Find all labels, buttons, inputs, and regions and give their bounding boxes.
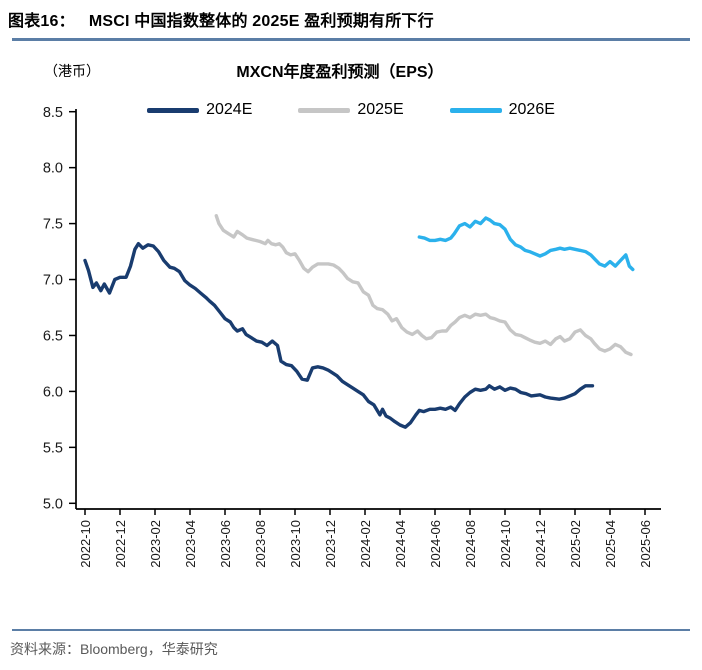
x-tick-label: 2025-06 [638,520,653,568]
x-tick-label: 2022-10 [78,520,93,568]
line-chart: 5.0 5.5 6.0 6.5 7.0 7.5 8.0 8.5 2022-10 2022-12 20… [43,105,661,568]
x-tick-label: 2024-02 [358,520,373,568]
bottom-divider [12,629,690,631]
legend-swatch-2025E [298,107,351,113]
x-tick-label: 2024-12 [533,520,548,568]
top-divider [12,38,690,41]
source-suffix: ，华泰研究 [147,643,218,658]
y-tick-label: 6.0 [43,384,63,400]
legend-label-2025E: 2025E [357,101,404,118]
x-tick-label: 2025-02 [568,520,583,568]
legend-swatch-2026E [449,107,502,113]
series-line-2025E [214,214,633,357]
y-tick-label: 7.0 [43,273,63,289]
legend-item-2026E: 2026E [449,101,555,119]
x-tick-label: 2024-04 [393,520,408,568]
y-axis-unit-label: （港币） [44,63,100,79]
x-tick-label: 2023-08 [253,520,268,568]
figure-header: 图表16： MSCI 中国指数整体的 2025E 盈利预期有所下行 [8,7,434,31]
x-tick-label: 2023-04 [183,520,198,568]
legend-item-2024E: 2024E [147,101,252,119]
x-tick-label: 2023-12 [323,520,338,568]
figure-title: MSCI 中国指数整体的 2025E 盈利预期有所下行 [88,13,434,30]
legend-swatch-2024E [147,107,200,113]
x-tick-label: 2023-10 [288,520,303,568]
x-tick-label: 2023-06 [218,520,233,568]
x-tick-label: 2023-02 [148,520,163,568]
x-tick-label: 2025-04 [603,520,618,568]
source-prefix: 资料来源： [10,643,80,658]
source-note: 资料来源：Bloomberg，华泰研究 [10,639,218,659]
y-tick-label: 5.5 [43,440,63,456]
y-tick-label: 6.5 [43,329,63,345]
series-line-2024E [83,242,595,429]
series-line-2026E [417,216,635,272]
x-tick-label: 2024-10 [498,520,513,568]
x-tick-label: 2024-06 [428,520,443,568]
y-tick-label: 7.5 [43,217,63,233]
y-tick-label: 8.5 [43,105,63,121]
y-tick-label: 5.0 [43,496,63,512]
legend-label-2026E: 2026E [508,101,555,118]
x-tick-label: 2022-12 [113,520,128,568]
y-tick-label: 8.0 [43,161,63,177]
chart-legend: 2024E 2025E 2026E [0,101,702,119]
source-bloomberg: Bloomberg [80,641,148,657]
x-tick-label: 2024-08 [463,520,478,568]
legend-label-2024E: 2024E [206,101,253,118]
legend-item-2025E: 2025E [298,101,404,119]
chart-title: MXCN年度盈利预测（EPS） [236,64,444,81]
figure-number: 图表16： [8,13,75,30]
